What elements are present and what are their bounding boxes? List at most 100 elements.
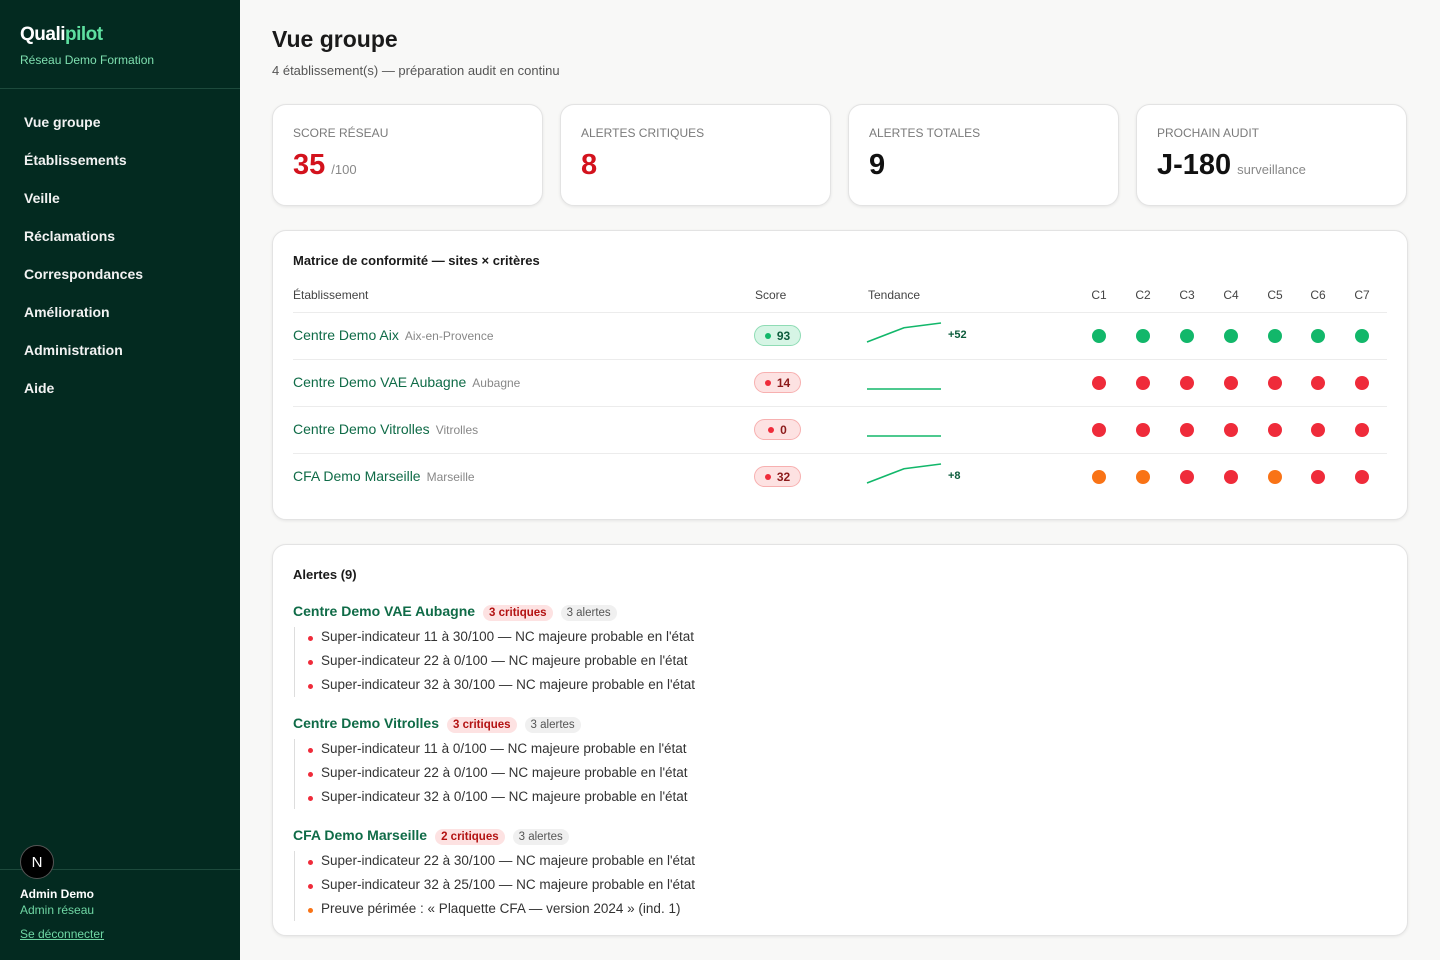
kpi-number: 35	[293, 149, 326, 181]
column-header: C5	[1267, 288, 1283, 302]
nav-item[interactable]: Aide	[24, 380, 55, 396]
alert-item: Super-indicateur 11 à 30/100 — NC majeur…	[321, 629, 695, 644]
kpi-value: 35/100	[293, 149, 357, 182]
row-divider	[293, 406, 1387, 407]
sidebar: Qualipilot Réseau Demo Formation Vue gro…	[0, 0, 240, 960]
site-name[interactable]: Centre Demo VAE Aubagne	[293, 374, 467, 390]
alert-bullet	[308, 636, 313, 641]
score-badge: 0	[754, 419, 801, 440]
criterion-dot	[1355, 423, 1369, 437]
brand-part: Quali	[20, 24, 66, 45]
kpi-unit: /100	[331, 162, 357, 177]
column-header: Établissement	[293, 288, 369, 302]
critical-pill: 3 critiques	[447, 717, 517, 733]
alert-group-header: CFA Demo Marseille 2 critiques 3 alertes	[293, 827, 569, 845]
site-city: Aubagne	[472, 376, 521, 390]
criterion-dot	[1224, 470, 1238, 484]
page-subtitle: 4 établissement(s) — préparation audit e…	[272, 63, 560, 78]
site-name[interactable]: CFA Demo Marseille	[293, 827, 428, 843]
kpi-label: ALERTES TOTALES	[869, 126, 981, 140]
criterion-dot	[1180, 423, 1194, 437]
criterion-dot	[1092, 376, 1106, 390]
alert-item: Super-indicateur 22 à 0/100 — NC majeure…	[321, 765, 688, 780]
criterion-dot	[1268, 376, 1282, 390]
criterion-dot	[1311, 423, 1325, 437]
site-city: Vitrolles	[435, 423, 479, 437]
matrix-card: Matrice de conformité — sites × critères…	[272, 230, 1408, 520]
brand-part: pilot	[65, 24, 103, 45]
main: Vue groupe 4 établissement(s) — préparat…	[240, 0, 1440, 960]
logout-link[interactable]: Se déconnecter	[20, 927, 105, 941]
nav-item[interactable]: Correspondances	[24, 266, 144, 282]
alert-bullet	[308, 772, 313, 777]
total-pill: 3 alertes	[524, 717, 581, 733]
alert-bullet	[308, 908, 313, 913]
score-badge: 14	[754, 372, 801, 393]
alert-bullet	[308, 884, 313, 889]
kpi-value: J-180 surveillance	[1157, 149, 1306, 182]
alerts-card: Alertes (9) Centre Demo VAE Aubagne 3 cri…	[272, 544, 1408, 936]
alert-item: Super-indicateur 32 à 30/100 — NC majeur…	[321, 677, 696, 692]
kpi-label: ALERTES CRITIQUES	[581, 126, 705, 140]
column-header: C6	[1310, 288, 1326, 302]
alert-group-header: Centre Demo Vitrolles 3 critiques 3 alerte…	[293, 715, 581, 733]
criterion-dot	[1136, 470, 1150, 484]
trend-delta: +8	[948, 470, 961, 482]
nav-item[interactable]: Amélioration	[24, 304, 110, 320]
kpi-card: ALERTES TOTALES 9	[848, 104, 1119, 206]
group-rule	[294, 851, 295, 921]
criterion-dot	[1224, 423, 1238, 437]
alert-bullet	[308, 860, 313, 865]
alert-bullet	[308, 660, 313, 665]
site-name[interactable]: Centre Demo Vitrolles	[293, 421, 430, 437]
site-city: Marseille	[426, 470, 475, 484]
column-header: C2	[1135, 288, 1151, 302]
row-divider	[293, 359, 1387, 360]
nav-item[interactable]: Réclamations	[24, 228, 116, 244]
nav-item[interactable]: Établissements	[24, 152, 127, 168]
trend-delta: +52	[948, 329, 967, 341]
critical-pill: 3 critiques	[483, 605, 553, 621]
critical-pill: 2 critiques	[435, 829, 505, 845]
site-name[interactable]: Centre Demo Vitrolles	[293, 715, 440, 731]
site-name[interactable]: CFA Demo Marseille	[293, 468, 421, 484]
kpi-number: J-180	[1157, 149, 1232, 181]
sparkline	[867, 388, 941, 390]
group-rule	[294, 739, 295, 809]
sparkline	[866, 463, 942, 484]
avatar[interactable]: N	[20, 845, 54, 879]
criterion-dot	[1268, 423, 1282, 437]
criterion-dot	[1180, 329, 1194, 343]
criterion-dot	[1180, 376, 1194, 390]
nav-item[interactable]: Administration	[24, 342, 123, 358]
site-cell: Centre Demo Aix Aix-en-Provence	[293, 327, 494, 345]
kpi-card: PROCHAIN AUDIT J-180 surveillance	[1136, 104, 1407, 206]
column-header: Score	[755, 288, 787, 302]
site-city: Aix-en-Provence	[404, 329, 494, 343]
site-name[interactable]: Centre Demo Aix	[293, 327, 399, 343]
criterion-dot	[1311, 329, 1325, 343]
nav-item[interactable]: Vue groupe	[24, 114, 101, 130]
alert-bullet	[308, 796, 313, 801]
kpi-label: SCORE RÉSEAU	[293, 126, 389, 140]
column-header: C3	[1179, 288, 1195, 302]
criterion-dot	[1136, 329, 1150, 343]
alert-bullet	[308, 684, 313, 689]
total-pill: 3 alertes	[560, 605, 617, 621]
kpi-label: PROCHAIN AUDIT	[1157, 126, 1260, 140]
separator	[0, 869, 240, 870]
group-rule	[294, 627, 295, 697]
criterion-dot	[1224, 376, 1238, 390]
nav-item[interactable]: Veille	[24, 190, 60, 206]
kpi-card: ALERTES CRITIQUES 8	[560, 104, 831, 206]
column-header: C1	[1091, 288, 1107, 302]
criterion-dot	[1224, 329, 1238, 343]
criterion-dot	[1136, 423, 1150, 437]
page-title: Vue groupe	[272, 26, 398, 52]
brand: Qualipilot	[20, 24, 103, 46]
criterion-dot	[1092, 470, 1106, 484]
site-name[interactable]: Centre Demo VAE Aubagne	[293, 603, 476, 619]
kpi-value: 8	[581, 149, 597, 182]
